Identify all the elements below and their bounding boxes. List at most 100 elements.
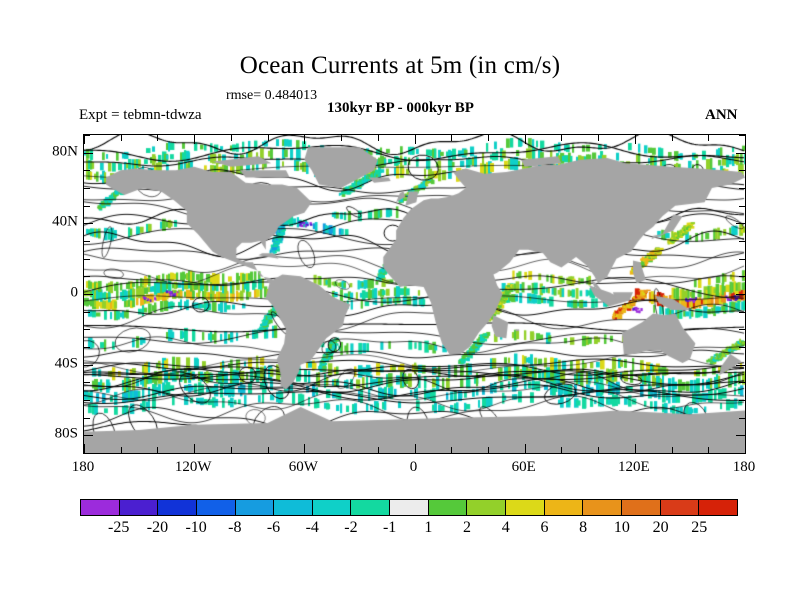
colorbar-swatch — [390, 500, 429, 515]
axis-tick — [739, 329, 745, 331]
y-axis-tick-label: 40S — [54, 355, 78, 372]
axis-tick — [194, 444, 196, 453]
colorbar-tick-label: 2 — [463, 519, 472, 536]
axis-tick — [524, 135, 526, 144]
axis-tick — [84, 311, 90, 313]
axis-tick — [304, 444, 306, 453]
colorbar-swatch — [506, 500, 545, 515]
colorbar-tick-label: -4 — [305, 519, 319, 536]
axis-tick — [634, 444, 636, 453]
axis-tick — [736, 152, 745, 154]
y-axis-tick-label: 80N — [52, 143, 78, 160]
colorbar-swatch — [158, 500, 197, 515]
map-plot-area — [83, 134, 746, 454]
axis-tick — [739, 188, 745, 189]
axis-tick — [739, 135, 745, 136]
colorbar-swatch — [351, 500, 391, 515]
colorbar-tick-label: 10 — [613, 519, 630, 536]
axis-tick — [377, 447, 379, 453]
y-axis-tick-label: 0 — [70, 284, 79, 301]
axis-tick — [304, 135, 306, 144]
axis-tick — [739, 170, 745, 172]
axis-tick — [736, 364, 745, 366]
y-axis-tick-label: 40N — [52, 213, 78, 230]
axis-tick — [120, 447, 122, 453]
axis-tick — [671, 135, 673, 141]
colorbar-tick-label: 25 — [691, 519, 708, 536]
colorbar-tick-label: -25 — [108, 519, 130, 536]
x-axis-tick-label: 60E — [511, 459, 536, 475]
axis-tick — [84, 152, 93, 154]
axis-tick — [84, 294, 93, 295]
axis-tick — [341, 135, 343, 141]
axis-tick — [120, 135, 122, 141]
axis-tick — [414, 135, 416, 144]
axis-tick — [84, 135, 85, 144]
axis-tick — [84, 347, 90, 348]
colorbar-swatch — [196, 500, 236, 515]
colorbar-tick-label: 8 — [579, 519, 588, 536]
x-axis-tick-label: 180 — [71, 459, 95, 475]
axis-tick — [739, 400, 745, 401]
map-canvas — [84, 135, 745, 453]
axis-tick — [84, 258, 90, 260]
rmse-annotation: rmse= 0.484013 — [226, 88, 318, 103]
axis-tick — [451, 447, 453, 453]
axis-tick — [745, 444, 746, 453]
colorbar-tick-label: -8 — [228, 519, 242, 536]
axis-tick — [739, 382, 745, 384]
colorbar-tick-label: -6 — [266, 519, 281, 536]
colorbar-swatch — [621, 500, 661, 515]
colorbar-tick-label: -20 — [146, 519, 169, 536]
axis-tick — [739, 453, 745, 454]
colorbar-swatch — [119, 500, 159, 515]
axis-tick — [267, 447, 269, 453]
x-axis-tick-label: 60W — [288, 459, 318, 475]
axis-tick — [708, 447, 710, 453]
axis-tick — [341, 447, 343, 453]
axis-tick — [84, 329, 90, 331]
axis-tick — [739, 347, 745, 348]
axis-tick — [157, 447, 159, 453]
axis-tick — [487, 447, 489, 453]
axis-tick — [739, 311, 745, 313]
axis-tick — [736, 223, 745, 225]
axis-tick — [736, 294, 745, 295]
axis-tick — [84, 223, 93, 225]
axis-tick — [84, 135, 90, 136]
axis-tick — [739, 417, 745, 419]
colorbar-tick-label: 6 — [540, 519, 549, 536]
axis-tick — [739, 276, 745, 278]
axis-tick — [157, 135, 159, 141]
axis-tick — [739, 241, 745, 242]
axis-tick — [84, 453, 90, 454]
colorbar-tick-label: 20 — [652, 519, 669, 536]
axis-tick — [84, 276, 90, 278]
colorbar-tick-label: 1 — [424, 519, 433, 536]
colorbar-tick-label: -2 — [344, 519, 358, 536]
colorbar-swatch — [428, 500, 468, 515]
axis-tick — [634, 135, 636, 144]
colorbar-tick-label: 4 — [501, 519, 510, 536]
axis-tick — [230, 135, 232, 141]
axis-tick — [561, 135, 563, 141]
x-axis-tick-label: 180 — [732, 459, 756, 475]
axis-tick — [739, 205, 745, 207]
axis-tick — [671, 447, 673, 453]
axis-tick — [598, 135, 600, 141]
colorbar-tick-labels: -25 -20 -10 -8 -6 -4 -2 -1 1 2 4 6 8 10 20 25 — [80, 519, 738, 541]
axis-tick — [84, 435, 93, 437]
axis-tick — [84, 417, 90, 419]
experiment-label: Expt = tebmn-tdwza — [79, 107, 202, 123]
figure-subtitle: 130kyr BP - 000kyr BP — [327, 100, 474, 116]
colorbar-tick-label: -10 — [185, 519, 207, 536]
y-axis-tick-label: 80S — [54, 425, 78, 442]
axis-tick — [745, 135, 746, 144]
axis-tick — [598, 447, 600, 453]
x-axis-tick-label: 120E — [617, 459, 650, 475]
axis-tick — [414, 444, 416, 453]
axis-tick — [736, 435, 745, 437]
axis-tick — [561, 447, 563, 453]
axis-tick — [524, 444, 526, 453]
axis-tick — [708, 135, 710, 141]
